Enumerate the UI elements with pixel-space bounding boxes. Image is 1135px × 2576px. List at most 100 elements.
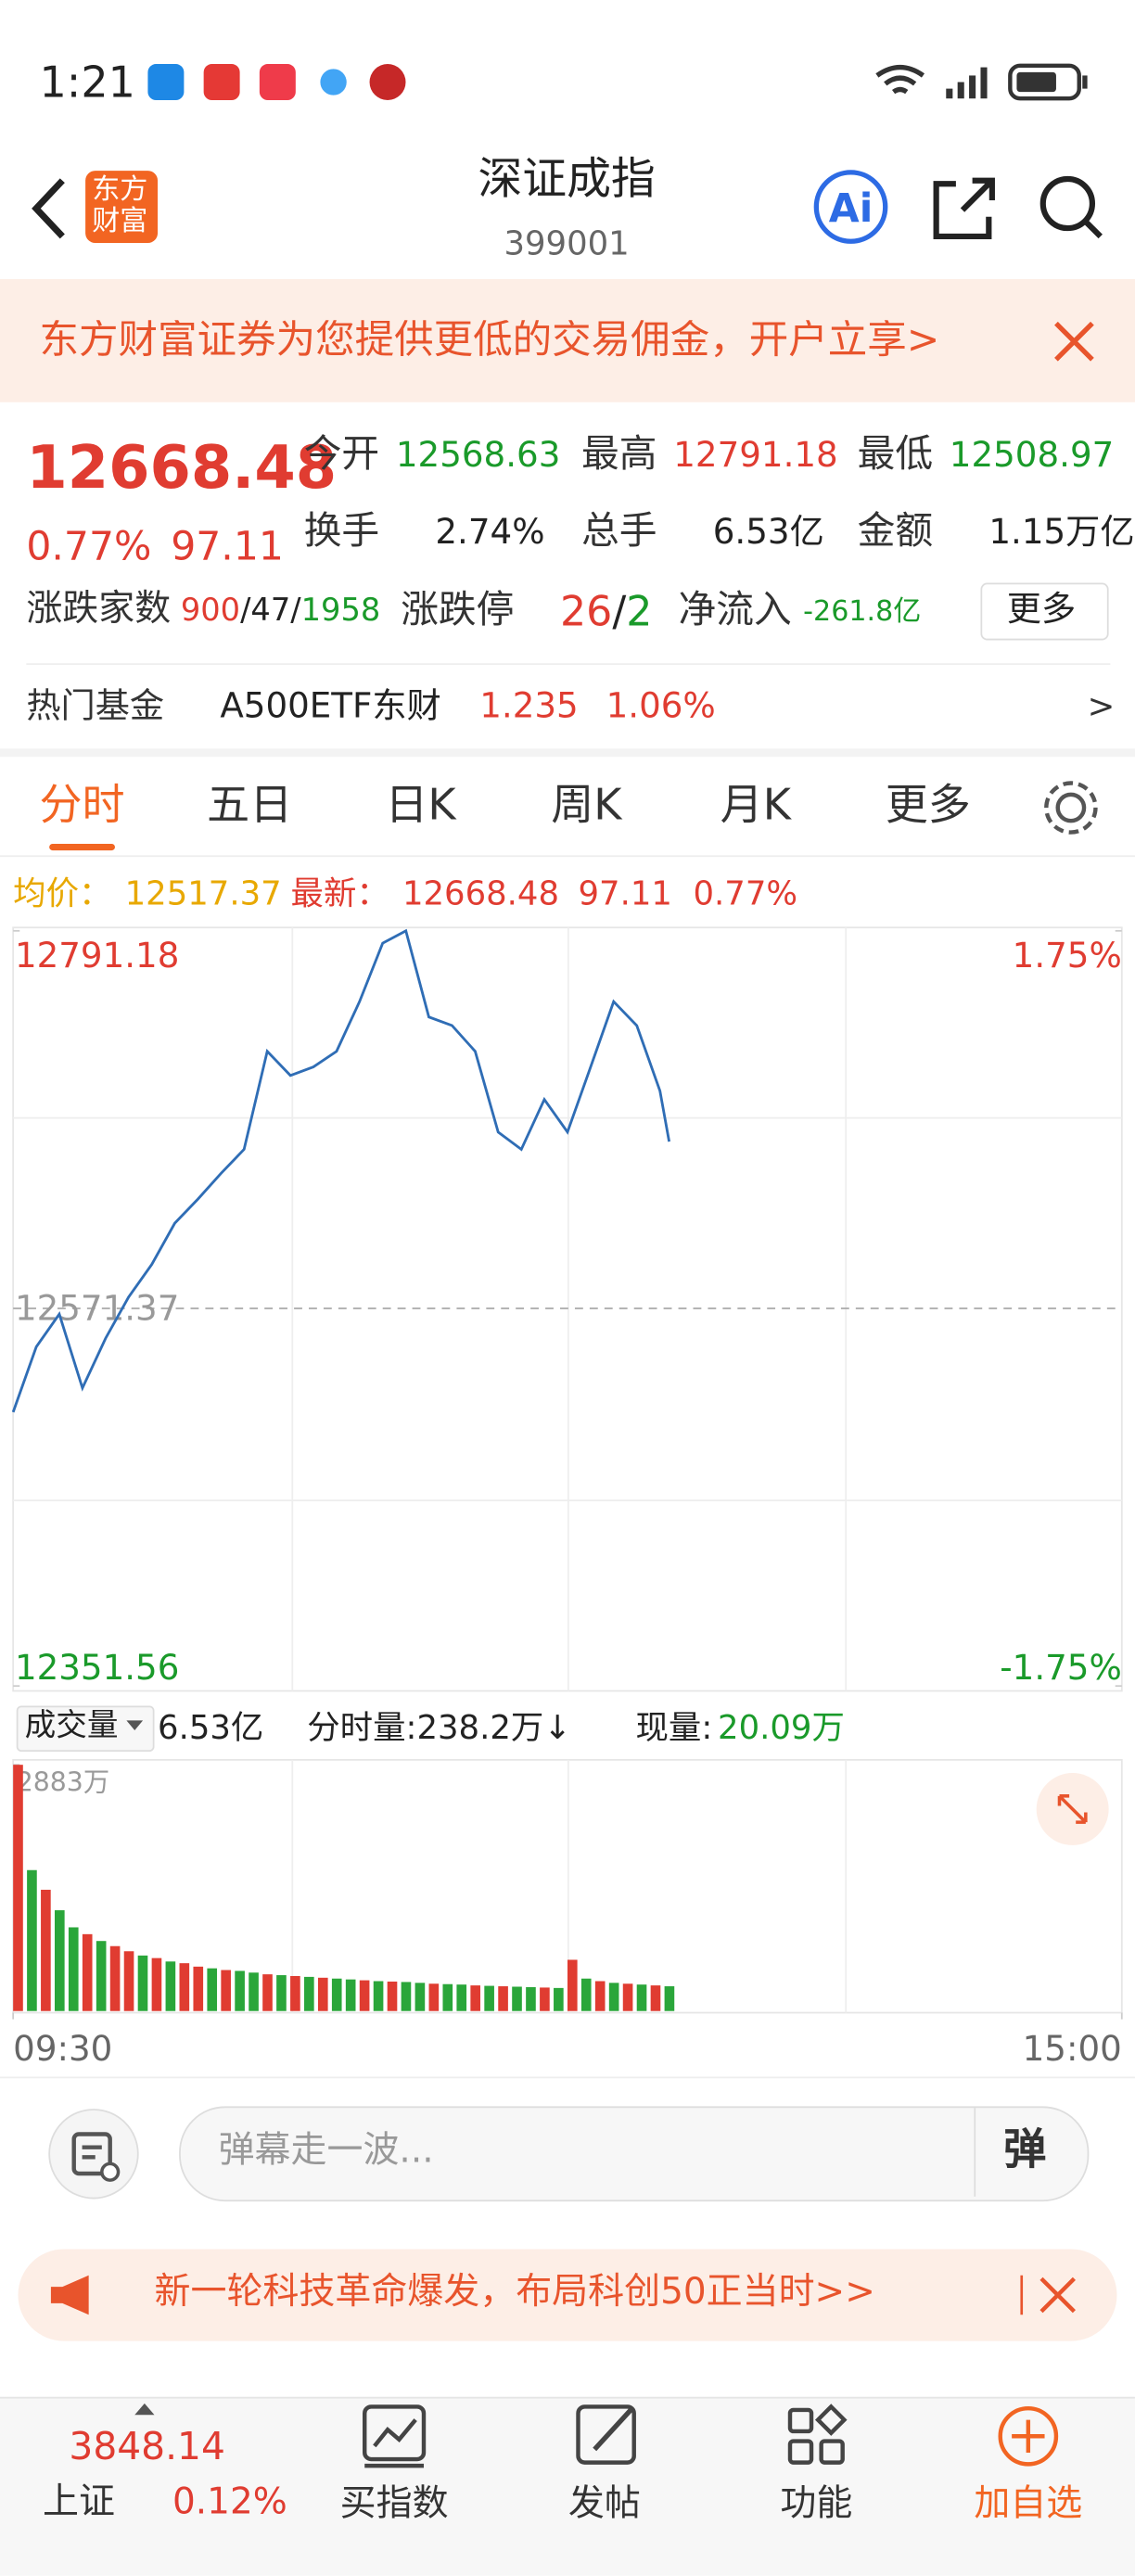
- tab[interactable]: 更多: [885, 781, 971, 831]
- now-volume: 20.09万: [718, 1707, 845, 1747]
- volume-bar: [664, 1986, 675, 2011]
- volume-bar: [276, 1975, 287, 2011]
- more-text[interactable]: 更多: [1006, 589, 1077, 630]
- tab[interactable]: 五日: [207, 781, 293, 831]
- status-icons: [147, 64, 406, 100]
- volume-bar: [55, 1910, 65, 2011]
- volume-bar: [304, 1976, 314, 2011]
- nav-item[interactable]: 发帖: [568, 2483, 641, 2525]
- tab-underline: [49, 843, 115, 851]
- nav-item[interactable]: 加自选: [974, 2483, 1083, 2525]
- stat-value: 6.53亿: [712, 512, 824, 552]
- last-price: 12668.48: [402, 873, 560, 913]
- volume-selector[interactable]: [16, 1705, 155, 1753]
- volume-bar: [636, 1984, 647, 2011]
- notes-button[interactable]: [46, 2106, 142, 2201]
- app-logo: 东方 财富: [85, 171, 159, 244]
- tab[interactable]: 月K: [720, 781, 791, 831]
- nav-item[interactable]: 买指数: [339, 2483, 449, 2525]
- volume-bar: [401, 1982, 412, 2011]
- breadth-part: 47: [250, 593, 291, 630]
- volume-bar: [470, 1985, 480, 2011]
- volume-bar: [137, 1955, 148, 2011]
- x-tick-label: 09:30: [13, 2028, 112, 2069]
- fund-change: 1.06%: [606, 686, 716, 726]
- volume-bar: [567, 1959, 578, 2011]
- volume-bar: [68, 1927, 79, 2011]
- y-tick-label: 12351.56: [15, 1647, 179, 1688]
- volume-bar: [193, 1966, 204, 2011]
- bottom-nav: [0, 2396, 1135, 2576]
- volume-bar: [27, 1869, 37, 2011]
- danmaku-button[interactable]: 弹: [1003, 2125, 1047, 2175]
- stat-value: 12568.63: [395, 435, 561, 475]
- settings-button[interactable]: [1038, 775, 1103, 841]
- volume-bar: [526, 1986, 536, 2011]
- volume-bar: [594, 1981, 606, 2011]
- input-placeholder[interactable]: 弹幕走一波...: [218, 2130, 434, 2173]
- volume-total: 6.53亿: [158, 1707, 264, 1747]
- volume-bar: [290, 1975, 300, 2011]
- volume-bar: [179, 1963, 190, 2011]
- promo-close[interactable]: [1018, 2272, 1093, 2318]
- volume-bar: [249, 1972, 259, 2011]
- divider: [974, 2108, 976, 2197]
- tab[interactable]: 周K: [551, 781, 622, 831]
- stat-label: 金额: [857, 510, 934, 554]
- index-price[interactable]: 3848.14: [69, 2426, 225, 2469]
- more-button[interactable]: [980, 582, 1109, 641]
- volume-bar: [331, 1978, 342, 2011]
- last-label: 最新：: [290, 873, 389, 913]
- stat-value: 2.74%: [435, 512, 545, 552]
- last-change: 97.11: [578, 873, 672, 913]
- volume-label[interactable]: 成交量: [24, 1707, 119, 1744]
- divider: [0, 2076, 1135, 2079]
- tab[interactable]: 日K: [385, 781, 456, 831]
- now-label: 现量:: [635, 1707, 713, 1747]
- volume-bar: [317, 1977, 328, 2011]
- breadth-part: /: [290, 593, 301, 630]
- index-change[interactable]: 0.12%: [172, 2481, 287, 2524]
- tab[interactable]: 分时: [39, 781, 125, 831]
- volume-bar: [41, 1889, 51, 2011]
- volume-bar: [512, 1986, 522, 2011]
- banner-close[interactable]: [1052, 318, 1098, 364]
- logo-text: 财富: [92, 205, 148, 238]
- volume-bar: [608, 1983, 619, 2011]
- danmaku-input[interactable]: [179, 2106, 1090, 2202]
- fund-arrow[interactable]: >: [1087, 686, 1116, 726]
- expand-icon: [1057, 1794, 1088, 1824]
- volume-bar: [151, 1958, 162, 2011]
- promo-text[interactable]: 新一轮科技革命爆发，布局科创50正当时>>: [154, 2272, 875, 2314]
- limit-values: 26/2: [560, 591, 652, 631]
- inflow-value: -261.8亿: [803, 595, 922, 630]
- stat-label: 总手: [581, 510, 657, 554]
- last-price: 12668.48: [26, 435, 338, 503]
- limit-part: 26: [560, 587, 613, 636]
- banner[interactable]: [0, 278, 1135, 402]
- fund-label: 热门基金: [26, 686, 165, 726]
- limit-part: /: [612, 587, 627, 636]
- up-arrow: [134, 2403, 155, 2416]
- volume-bar: [96, 1941, 107, 2011]
- inflow-label: 净流入: [678, 589, 792, 632]
- fund-name[interactable]: A500ETF东财: [220, 686, 441, 726]
- y-tick-label: 12571.37: [15, 1287, 179, 1328]
- nav-item[interactable]: 功能: [780, 2483, 853, 2525]
- promo-banner[interactable]: [18, 2249, 1117, 2341]
- volume-bar: [165, 1961, 176, 2011]
- index-code: 399001: [504, 223, 630, 263]
- index-name[interactable]: 上证: [43, 2481, 116, 2524]
- header-actions[interactable]: Ai: [811, 168, 1124, 250]
- stat-value: 12791.18: [673, 435, 838, 475]
- volume-bar: [359, 1980, 370, 2011]
- price-line: [11, 928, 671, 1413]
- volume-bar: [387, 1981, 398, 2011]
- stat-value: 1.15万亿: [988, 512, 1135, 552]
- breadth-values: 900/47/1958: [181, 593, 380, 630]
- y2-tick-label: 1.75%: [1013, 935, 1122, 976]
- change: 97.11: [171, 523, 284, 570]
- banner-text[interactable]: 东方财富证券为您提供更低的交易佣金，开户立享>: [39, 320, 940, 360]
- breadth-label: 涨跌家数: [26, 589, 172, 631]
- back-button[interactable]: [17, 168, 83, 250]
